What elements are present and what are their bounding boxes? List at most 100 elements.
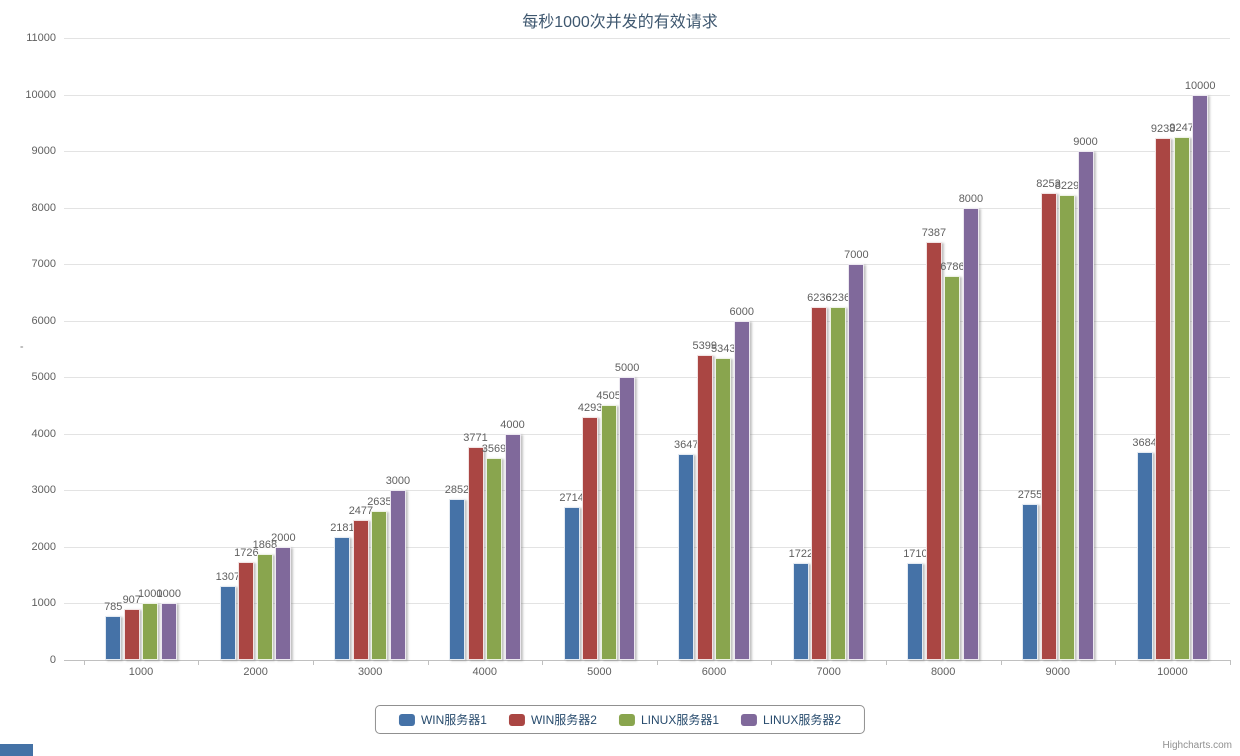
column-bar[interactable] [582, 417, 599, 660]
y-axis-label: 8000 [31, 201, 56, 214]
y-gridline [64, 38, 1230, 39]
column-bar[interactable] [962, 207, 979, 660]
data-label: 2635 [367, 496, 392, 508]
x-axis-tick [542, 660, 544, 665]
data-label: 8000 [958, 192, 984, 205]
legend-swatch-icon [741, 713, 758, 726]
data-label: 9000 [1073, 136, 1098, 149]
legend-label: WIN服务器1 [420, 713, 487, 727]
data-label: 9247 [1169, 122, 1194, 135]
legend-item-2[interactable]: WIN服务器2 [508, 711, 597, 728]
data-label: 2477 [348, 504, 374, 517]
column-bar[interactable] [1077, 151, 1094, 660]
column-bar[interactable] [256, 554, 273, 660]
column-bar[interactable] [792, 562, 809, 660]
column-bar[interactable] [1059, 194, 1076, 660]
column-bar[interactable] [449, 498, 466, 660]
column-bar[interactable] [123, 608, 140, 660]
x-axis-line [64, 660, 1230, 661]
column-bar[interactable] [467, 446, 484, 660]
legend-label: WIN服务器2 [530, 713, 597, 727]
column-bar[interactable] [848, 264, 865, 660]
column-bar[interactable] [600, 405, 617, 660]
column-bar[interactable] [696, 354, 713, 660]
y-axis-label: 1000 [31, 597, 56, 610]
data-label: 10000 [1184, 79, 1216, 92]
column-bar[interactable] [678, 453, 695, 660]
column-bar[interactable] [389, 490, 406, 660]
y-gridline [64, 151, 1230, 153]
data-label: 6236 [825, 292, 851, 305]
x-axis-label: 1000 [128, 666, 154, 678]
y-axis-label: 0 [49, 654, 56, 666]
x-axis-tick [656, 660, 658, 665]
legend-item-3[interactable]: LINUX服务器1 [618, 711, 719, 728]
data-label: 6236 [807, 292, 832, 305]
column-bar[interactable] [160, 603, 177, 660]
data-label: 8229 [1054, 179, 1080, 192]
column-bar[interactable] [1022, 504, 1039, 660]
column-bar[interactable] [925, 242, 942, 660]
data-label: 1307 [215, 571, 241, 584]
y-axis-title: ' [18, 345, 33, 349]
x-axis-label: 10000 [1157, 666, 1188, 678]
column-bar[interactable] [944, 276, 961, 660]
legend: WIN服务器1 WIN服务器2 LINUX服务器1 LINUX服务器2 [374, 705, 866, 734]
y-gridline [64, 94, 1230, 96]
chart-title: 每秒1000次并发的有效请求 [522, 14, 718, 31]
column-bar[interactable] [504, 433, 521, 660]
column-bar[interactable] [1040, 193, 1057, 660]
y-gridline [64, 433, 1230, 435]
column-bar[interactable] [352, 519, 369, 660]
legend-item-4[interactable]: LINUX服务器2 [741, 711, 841, 728]
column-bar[interactable] [1136, 451, 1153, 660]
column-bar[interactable] [275, 546, 292, 660]
data-label: 4505 [596, 390, 621, 403]
y-gridline [64, 603, 1230, 605]
x-axis-label: 4000 [472, 666, 498, 678]
column-bar[interactable] [811, 307, 828, 660]
data-label: 5399 [692, 339, 717, 352]
legend-swatch-icon [508, 713, 525, 726]
column-bar[interactable] [371, 511, 388, 660]
y-axis-label: 2000 [31, 540, 56, 553]
y-gridline [64, 377, 1230, 379]
x-axis-tick [771, 660, 773, 665]
column-bar[interactable] [334, 536, 351, 660]
column-bar[interactable] [1155, 137, 1172, 660]
column-bar[interactable] [219, 586, 236, 660]
data-label: 3647 [674, 438, 699, 451]
y-axis-label: 4000 [31, 427, 56, 440]
column-bar[interactable] [105, 615, 122, 660]
column-bar[interactable] [1173, 137, 1190, 660]
column-bar[interactable] [486, 458, 503, 660]
column-bar[interactable] [829, 307, 846, 660]
x-axis-tick [885, 660, 887, 665]
data-label: 1726 [234, 547, 259, 560]
column-bar[interactable] [142, 603, 159, 660]
x-axis-tick [1115, 660, 1117, 665]
data-label: 1000 [156, 588, 181, 601]
column-bar[interactable] [715, 357, 732, 660]
column-bar[interactable] [619, 377, 636, 660]
legend-item-1[interactable]: WIN服务器1 [398, 711, 487, 728]
column-bar[interactable] [733, 320, 750, 660]
column-bar[interactable] [907, 563, 924, 660]
column-bar[interactable] [563, 506, 580, 660]
legend-swatch-icon [398, 713, 415, 726]
highcharts-credits[interactable]: Highcharts.com [1162, 740, 1232, 751]
y-axis-label: 6000 [31, 314, 56, 327]
y-gridline [64, 207, 1230, 209]
column-bar[interactable] [1192, 94, 1209, 660]
bottom-left-artifact [0, 744, 33, 756]
y-gridline [64, 320, 1230, 322]
data-label: 7000 [844, 249, 869, 262]
x-axis-label: 3000 [357, 666, 383, 678]
y-gridline [64, 264, 1230, 266]
data-label: 1710 [903, 548, 928, 561]
x-axis-tick [427, 660, 429, 665]
data-label: 3569 [481, 443, 507, 456]
data-label: 7387 [921, 227, 947, 240]
column-bar[interactable] [238, 562, 255, 660]
